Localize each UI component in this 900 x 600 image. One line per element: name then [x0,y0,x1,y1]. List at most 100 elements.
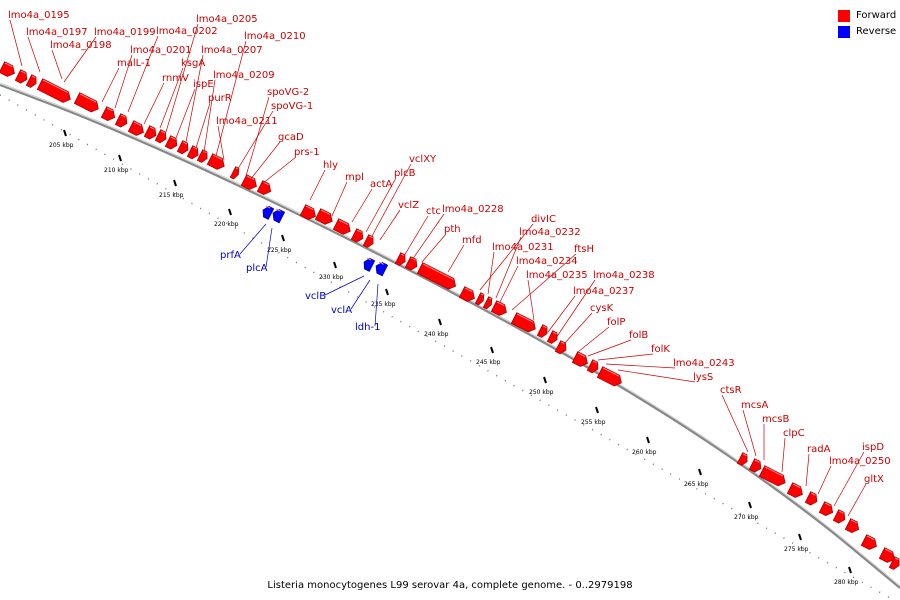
forward-gene-arrow [490,300,507,316]
backbone-layer [0,82,900,589]
scale-tick-label: 265 kbp [684,481,709,488]
forward-gene-arrow [860,534,877,550]
forward-gene-arrow [510,312,536,333]
gene-label-forward: pth [444,224,461,235]
gene-label-forward: spoVG-2 [267,87,309,98]
forward-swatch [838,9,850,22]
scale-tick-label: 280 kbp [834,579,859,586]
scale-tick [438,318,442,326]
gene-leader-line [781,437,786,473]
gene-leader-line [587,339,632,357]
gene-leader-line [365,177,397,233]
gene-leader-line [249,141,281,181]
scale-ruler [0,94,891,599]
gene-leader-line [597,353,654,361]
gene-label-forward: lmo4a_0243 [673,358,735,369]
gene-label-forward: spoVG-1 [271,101,313,112]
forward-gene-arrow [786,482,803,498]
gene-leader-line [833,451,865,507]
forward-gene-arrow [474,292,485,306]
legend-label-reverse: Reverse [856,26,897,37]
gene-leader-line [555,279,596,339]
scale-tick [281,234,285,242]
gene-label-forward: gltX [864,474,884,485]
gene-leader-line [499,265,519,303]
gene-leader-line [63,36,97,83]
gene-label-forward: folK [651,344,670,355]
forward-gene-arrow [36,78,71,103]
forward-gene-arrow [25,74,37,88]
gene-leader-line [577,326,610,353]
forward-gene-arrow [350,228,364,243]
scale-tick-label: 240 kbp [424,331,449,338]
forward-gene-arrow [596,366,622,387]
gene-label-forward: mcsA [741,400,768,411]
gene-leader-line [185,54,204,143]
gene-label-forward: lmo4a_0234 [516,256,578,267]
gene-leader-line [817,465,832,495]
gene-leader-line [9,19,23,67]
gene-label-forward: prs-1 [294,147,320,158]
gene-label-forward: ispD [862,442,884,453]
scale-tick [173,179,177,187]
gene-leader-line [379,209,401,241]
genome-caption: Listeria monocytogenes L99 serovar 4a, c… [267,580,633,591]
forward-gene-arrow [844,518,860,534]
legend-item-forward: Forward [838,8,896,23]
gene-label-forward: cysK [590,303,614,314]
gene-label-layer: lmo4a_0195 lmo4a_0197 lmo4a_0198 lmo4a_0199… [8,10,891,517]
gene-label-forward: actA [370,179,393,190]
gene-leader-line [847,483,867,517]
gene-leader-line [324,275,365,296]
forward-gene-arrow [114,113,128,128]
forward-gene-arrow [256,180,272,196]
gene-leader-line [351,188,373,223]
scale-tick-label: 215 kbp [159,192,184,199]
gene-label-forward: ksgA [181,58,205,69]
gene-label-reverse: vclB [305,291,326,302]
gene-leader-line [101,67,120,103]
scale-tick [543,376,547,384]
gene-leader-line [235,110,274,173]
scale-tick-label: 275 kbp [784,546,809,553]
forward-gene-arrow [14,69,28,84]
forward-gene-arrow [164,135,178,150]
forward-gene-arrow [748,458,762,473]
gene-leader-line [127,35,159,113]
scale-tick-label: 225 kbp [267,247,292,254]
gene-label-forward: radA [807,444,831,455]
scale-tick [698,468,702,476]
gene-label-forward: gcaD [278,132,304,143]
gene-leader-line [203,79,216,153]
scale-tick [646,436,650,444]
gene-label-forward: lmo4a_0205 [196,14,258,25]
gene-leader-line [487,251,495,295]
gene-leader-line [805,453,810,487]
gene-label-forward: mcsB [762,414,789,425]
gene-label-forward: ispE [193,79,214,90]
gene-leader-line [527,279,535,321]
gene-leader-line [447,244,465,273]
gene-leader-line [371,163,412,237]
scale-tick [595,406,599,414]
scale-tick [333,261,337,269]
forward-gene-arrow [0,61,15,77]
forward-gene-arrow [482,296,493,310]
forward-gene-arrow [536,324,548,338]
gene-leader-line [721,394,749,453]
gene-leader-line [245,96,270,177]
forward-gene-arrow [546,330,558,344]
gene-label-forward: ftsH [574,244,594,255]
forward-gene-arrow [404,256,418,271]
gene-leader-line [195,102,211,149]
gene-label-forward: clpC [783,428,805,439]
gene-leader-line [605,363,676,369]
gene-label-forward: lmo4a_0207 [201,45,263,56]
scale-tick-label: 255 kbp [581,419,606,426]
gene-leader-line [159,67,184,129]
reverse-gene-arrow [375,261,389,277]
scale-tick [63,129,67,137]
scale-tick [385,288,389,296]
reverse-gene-arrow [262,205,275,220]
